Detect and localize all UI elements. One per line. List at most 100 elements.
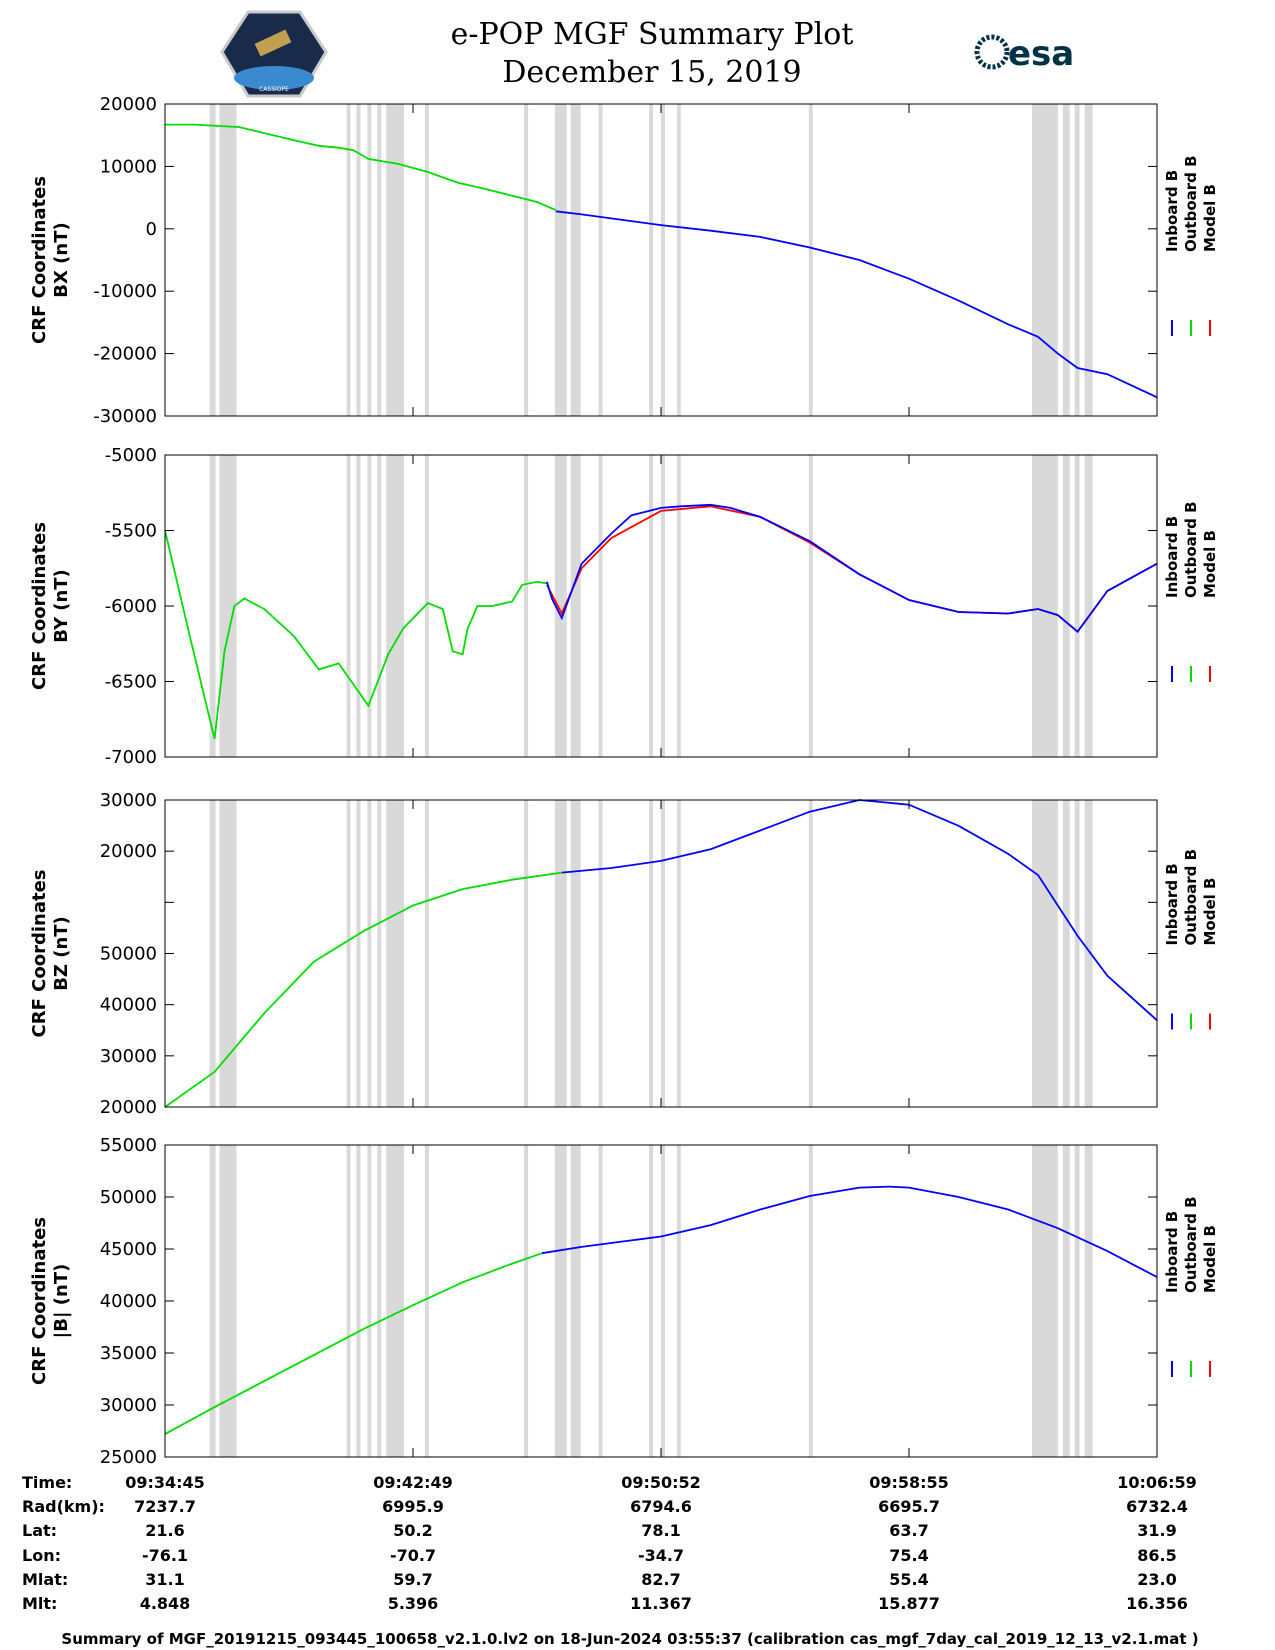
- legend: Inboard B Outboard B Model B: [1163, 1196, 1219, 1377]
- gap-band: [1074, 104, 1080, 416]
- gap-band: [598, 455, 603, 757]
- table-cell: 11.367: [630, 1594, 692, 1613]
- gap-band: [661, 455, 665, 757]
- gap-band: [808, 1145, 813, 1457]
- y-tick-label: 0: [146, 219, 157, 240]
- gap-band: [649, 800, 654, 1107]
- table-cell: 16.356: [1126, 1594, 1188, 1613]
- gap-band: [1062, 104, 1070, 416]
- y-tick-label: -30000: [93, 406, 157, 427]
- table-cell: 75.4: [889, 1546, 928, 1565]
- table-cell: 6732.4: [1126, 1497, 1188, 1516]
- y-tick-label: 30000: [100, 1395, 157, 1416]
- gap-band: [1084, 800, 1093, 1107]
- gap-band: [209, 800, 216, 1107]
- gap-band: [808, 104, 813, 416]
- header: CASSIOPE e-POP MGF Summary Plot December…: [220, 10, 1074, 98]
- table-row-label: Rad(km):: [22, 1497, 105, 1516]
- gap-band: [1062, 1145, 1070, 1457]
- y-tick-label: 50000: [100, 944, 157, 965]
- gap-band: [649, 104, 654, 416]
- y-tick-label: -6000: [105, 596, 157, 617]
- table-row-label: Time:: [22, 1473, 72, 1492]
- gap-band: [356, 104, 361, 416]
- y-tick-label: -5000: [105, 445, 157, 466]
- gap-band: [386, 800, 405, 1107]
- gap-band: [808, 455, 813, 757]
- panel-0: 20000 10000 0 -10000 -20000 -30000 CRF Coordin…: [29, 94, 1219, 427]
- table-cell: -70.7: [390, 1546, 436, 1565]
- series-line-inboard-b: [546, 503, 1158, 634]
- table-cell: -76.1: [142, 1546, 188, 1565]
- series-line-outboard-b: [164, 1252, 543, 1435]
- gap-band: [377, 104, 382, 416]
- legend-label: Inboard B: [1163, 863, 1181, 945]
- table-cell: 09:50:52: [621, 1473, 701, 1492]
- table-cell: -34.7: [638, 1546, 684, 1565]
- gap-band: [386, 104, 405, 416]
- gap-band: [1074, 455, 1080, 757]
- gap-band: [570, 455, 581, 757]
- gap-band: [554, 800, 567, 1107]
- y-tick-label: -7000: [105, 747, 157, 768]
- legend-label: Model B: [1201, 1225, 1219, 1293]
- y-tick-label: 35000: [100, 1343, 157, 1364]
- panels: 20000 10000 0 -10000 -20000 -30000 CRF Coordin…: [29, 94, 1219, 1468]
- gap-band: [649, 1145, 654, 1457]
- gap-band: [661, 104, 665, 416]
- gap-band: [570, 1145, 581, 1457]
- table-cell: 50.2: [393, 1521, 432, 1540]
- gap-band: [1032, 800, 1058, 1107]
- legend-label: Model B: [1201, 530, 1219, 598]
- legend-label: Model B: [1201, 878, 1219, 946]
- legend: Inboard B Outboard B Model B: [1163, 501, 1219, 682]
- gap-band: [598, 800, 603, 1107]
- gap-band: [1084, 104, 1093, 416]
- y-axis-label: CRF Coordinates: [29, 1217, 50, 1385]
- table-row-label: Lon:: [22, 1546, 61, 1565]
- y-tick-label: 50000: [100, 1187, 157, 1208]
- gap-band: [1032, 104, 1058, 416]
- y-tick-label: 10000: [100, 156, 157, 177]
- table-cell: 82.7: [641, 1570, 680, 1589]
- gap-band: [219, 800, 237, 1107]
- legend-label: Outboard B: [1182, 155, 1200, 252]
- table-cell: 4.848: [140, 1594, 191, 1613]
- gap-band: [598, 104, 603, 416]
- gap-band: [356, 800, 361, 1107]
- series-line-outboard-b: [165, 123, 557, 211]
- page-date: December 15, 2019: [502, 55, 801, 90]
- table-cell: 09:34:45: [125, 1473, 205, 1492]
- gap-band: [346, 104, 351, 416]
- gap-band: [424, 455, 429, 757]
- gap-band: [1062, 455, 1070, 757]
- legend-label: Model B: [1201, 184, 1219, 252]
- gap-band: [367, 455, 372, 757]
- y-axis-label: CRF Coordinates: [29, 176, 50, 344]
- table-cell: 31.1: [145, 1570, 184, 1589]
- table-row-label: Mlat:: [22, 1570, 68, 1589]
- gap-band: [661, 1145, 665, 1457]
- table-cell: 21.6: [145, 1521, 184, 1540]
- cassiope-logo: CASSIOPE: [220, 10, 328, 98]
- y-axis-label: |B| (nT): [51, 1264, 72, 1339]
- y-axis-label: BY (nT): [51, 569, 72, 643]
- y-tick-label: 30000: [100, 790, 157, 811]
- gap-band: [346, 800, 351, 1107]
- gap-band: [346, 1145, 351, 1457]
- gap-band: [1084, 1145, 1093, 1457]
- series-line-outboard-b: [164, 871, 562, 1108]
- gap-band: [209, 455, 216, 757]
- panel-1: -5000 -5500 -6000 -6500 -7000 CRF Coordinates…: [29, 445, 1219, 768]
- gap-band: [386, 1145, 405, 1457]
- y-axis-label: BX (nT): [51, 222, 72, 297]
- gap-band: [524, 104, 529, 416]
- table-row-label: Mlt:: [22, 1594, 57, 1613]
- gap-band: [367, 1145, 372, 1457]
- series-line-outboard-b: [164, 530, 548, 740]
- panel-3: 55000 50000 45000 40000 35000 30000 25000 CRF C…: [29, 1135, 1219, 1468]
- cassiope-logo-text: CASSIOPE: [259, 86, 289, 93]
- y-axis-label: CRF Coordinates: [29, 522, 50, 690]
- table-cell: 09:42:49: [373, 1473, 453, 1492]
- y-tick-label: 30000: [100, 1046, 157, 1067]
